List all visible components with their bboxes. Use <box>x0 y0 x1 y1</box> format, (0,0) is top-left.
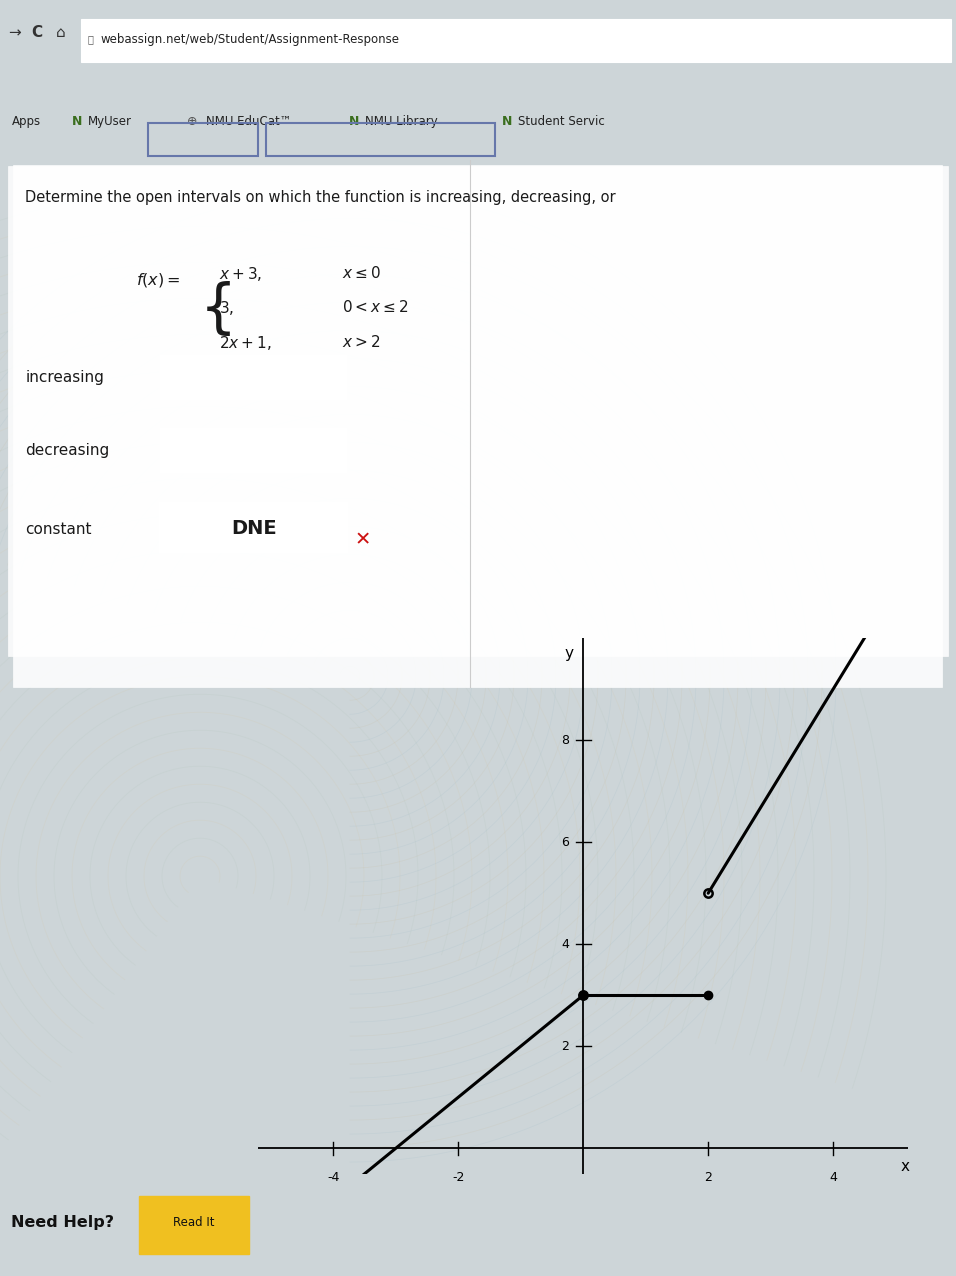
Text: Read It: Read It <box>173 1216 214 1229</box>
Text: N: N <box>72 115 82 128</box>
Text: increasing: increasing <box>26 370 104 385</box>
Text: 2: 2 <box>705 1171 712 1184</box>
Text: 8: 8 <box>561 734 570 746</box>
Text: -2: -2 <box>452 1171 465 1184</box>
Text: Student Servic: Student Servic <box>518 115 605 128</box>
Text: $f(x) =$: $f(x) =$ <box>136 271 180 290</box>
Text: -4: -4 <box>327 1171 339 1184</box>
Text: $x\leq 0$: $x\leq 0$ <box>342 265 381 281</box>
Text: {: { <box>200 281 237 338</box>
Text: Need Help?: Need Help? <box>11 1216 115 1230</box>
Bar <box>81 19 951 63</box>
Text: decreasing: decreasing <box>26 443 110 458</box>
Text: N: N <box>502 115 512 128</box>
Text: $x + 3,$: $x + 3,$ <box>219 265 262 283</box>
Text: x: x <box>901 1159 909 1174</box>
Text: →: → <box>8 26 20 41</box>
Bar <box>161 504 347 553</box>
Text: $2x + 1,$: $2x + 1,$ <box>219 334 272 352</box>
Bar <box>266 124 495 156</box>
Text: y: y <box>565 646 574 661</box>
Bar <box>161 355 347 399</box>
Text: 6: 6 <box>561 836 570 849</box>
Text: 4: 4 <box>829 1171 837 1184</box>
Bar <box>139 1197 249 1253</box>
Text: constant: constant <box>26 522 92 537</box>
Text: webassign.net/web/Student/Assignment-Response: webassign.net/web/Student/Assignment-Res… <box>100 33 400 46</box>
Text: ⊕: ⊕ <box>186 115 197 128</box>
Text: 2: 2 <box>561 1040 570 1053</box>
Text: DNE: DNE <box>230 519 276 538</box>
Bar <box>161 429 347 473</box>
Bar <box>148 124 258 156</box>
Text: Apps: Apps <box>11 115 40 128</box>
Text: N: N <box>349 115 359 128</box>
Text: MyUser: MyUser <box>88 115 132 128</box>
Text: $0 < x \leq 2$: $0 < x \leq 2$ <box>342 300 408 315</box>
Text: Determine the open intervals on which the function is increasing, decreasing, or: Determine the open intervals on which th… <box>26 190 616 205</box>
Text: $x > 2$: $x > 2$ <box>342 334 380 350</box>
Text: 🔒: 🔒 <box>88 34 94 45</box>
Text: ⌂: ⌂ <box>55 26 65 41</box>
Text: NMU Library: NMU Library <box>365 115 438 128</box>
Bar <box>12 165 943 686</box>
Text: ✕: ✕ <box>355 530 371 549</box>
Text: C: C <box>32 26 43 41</box>
Text: $3,$: $3,$ <box>219 300 234 318</box>
Text: NMU EduCat™: NMU EduCat™ <box>206 115 291 128</box>
Bar <box>8 166 948 656</box>
Text: 4: 4 <box>561 938 570 951</box>
